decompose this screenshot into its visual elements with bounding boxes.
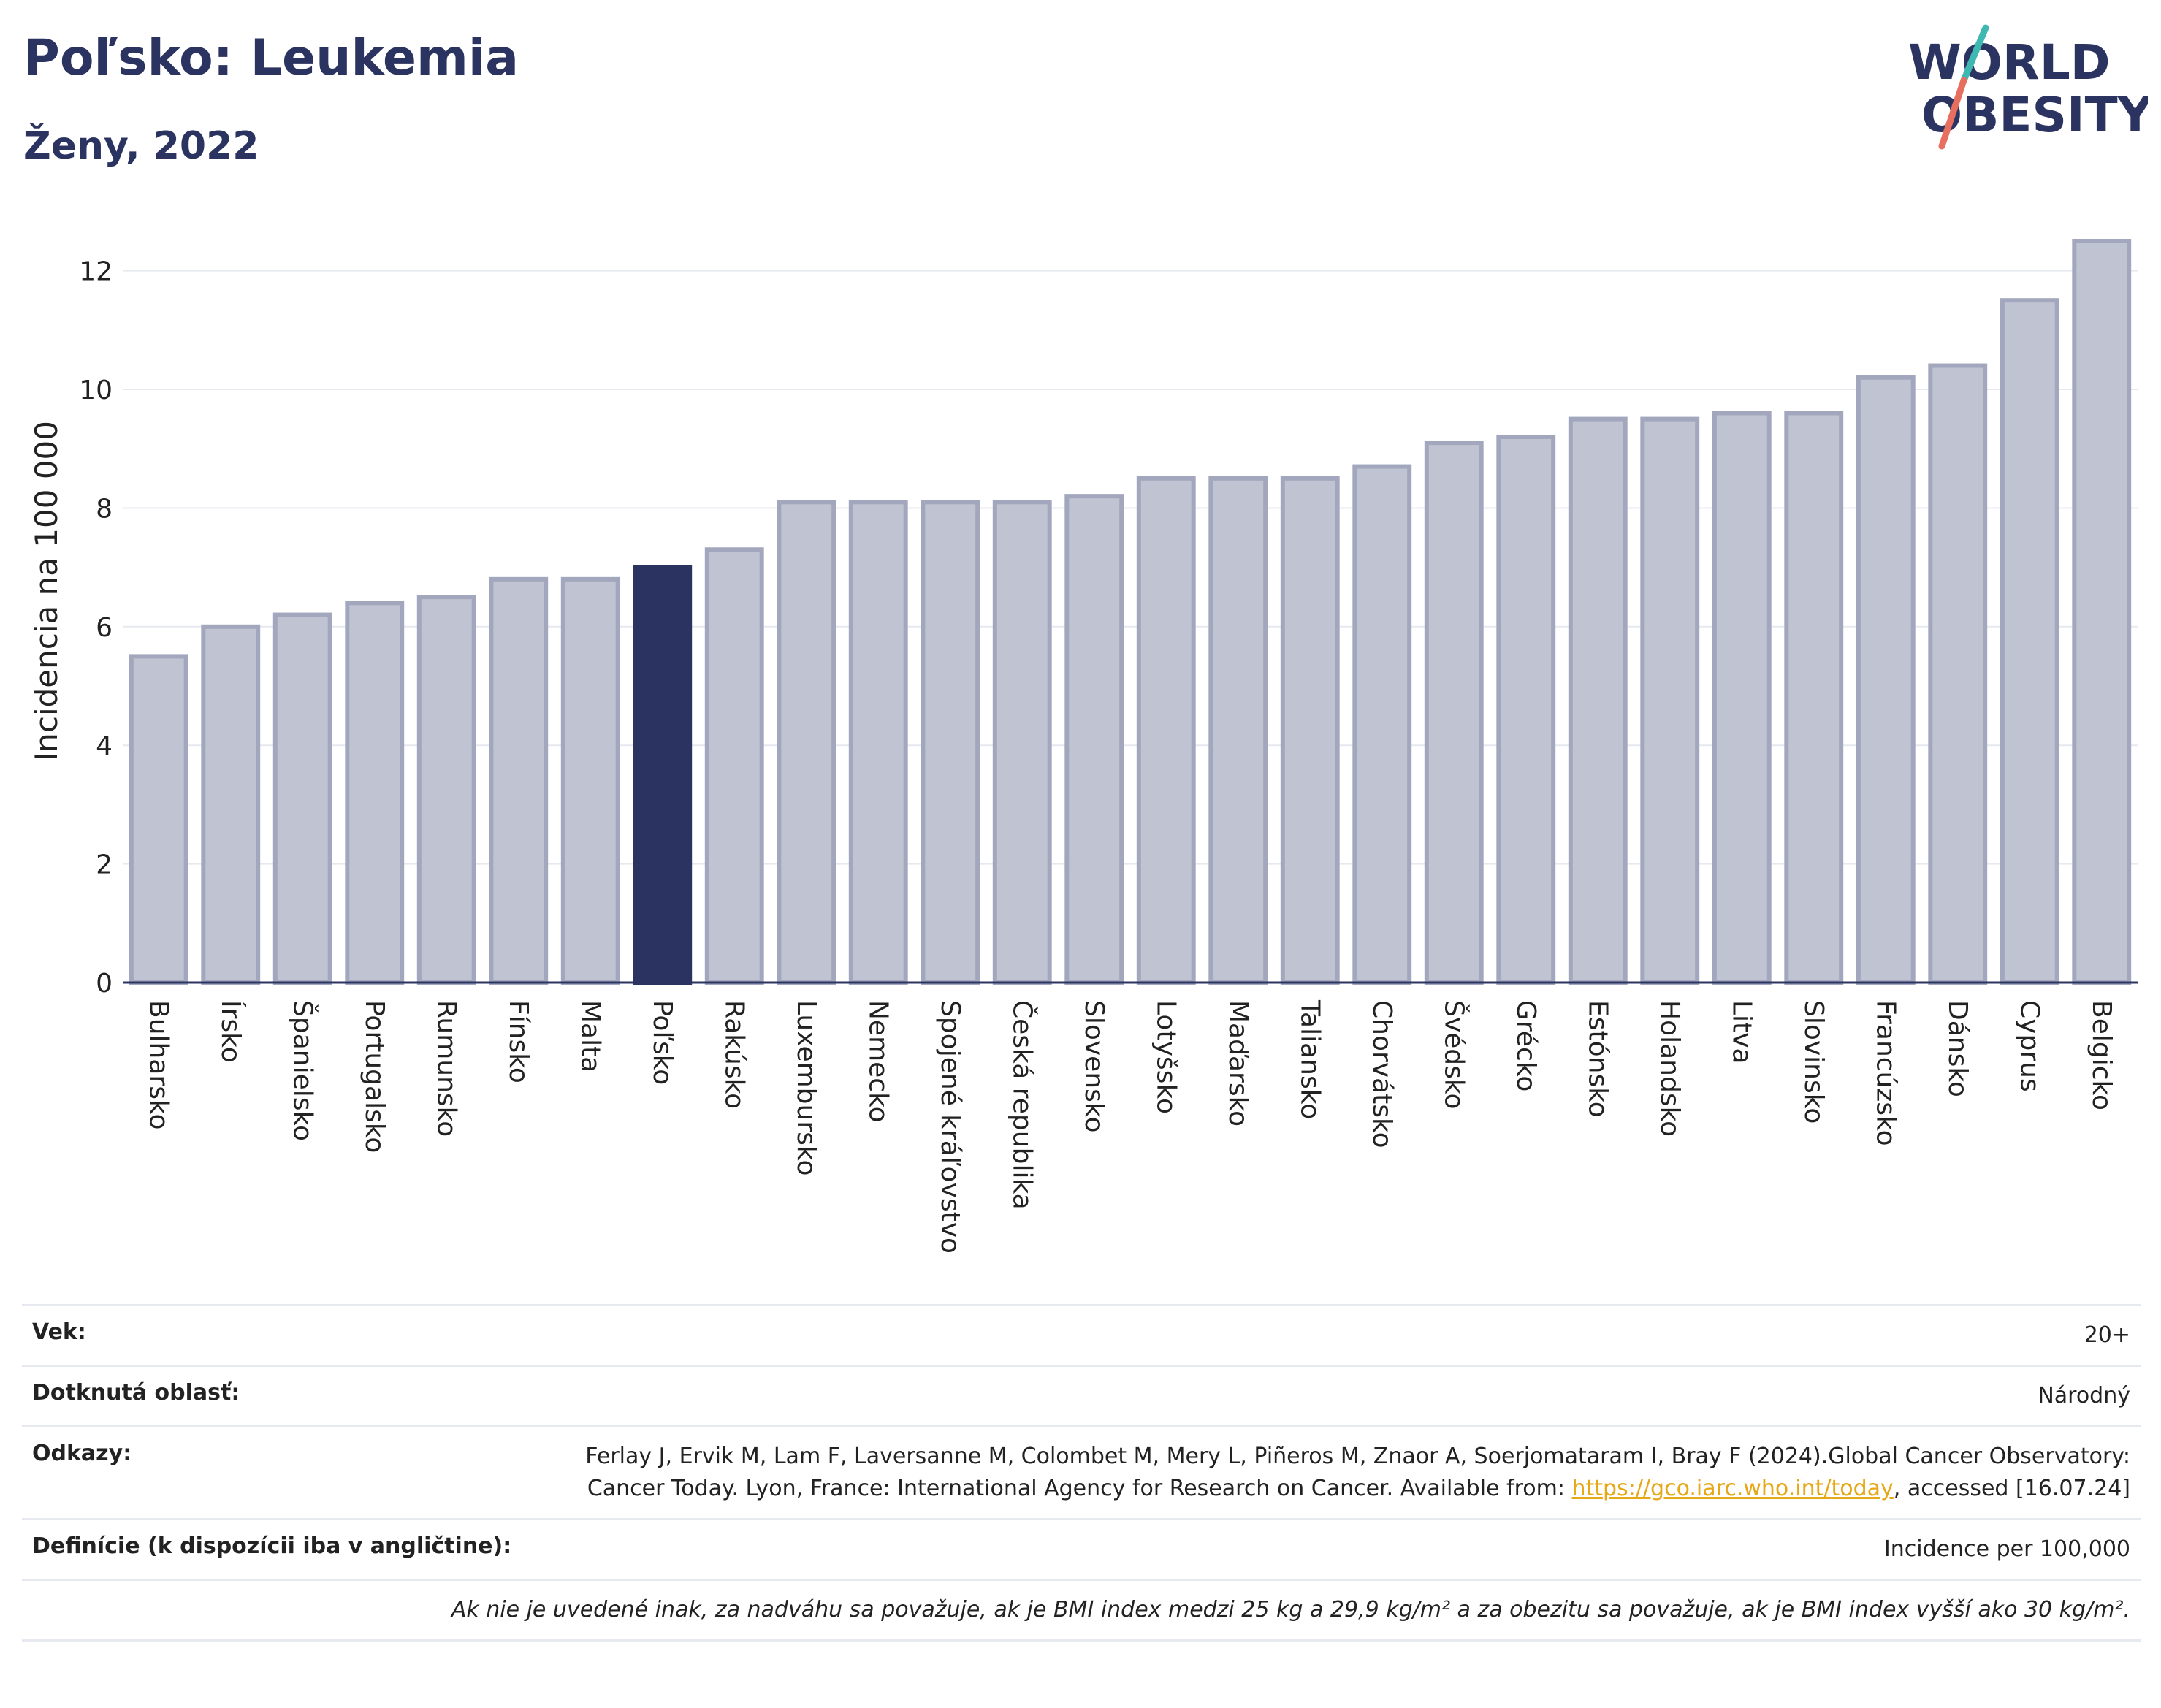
area-label: Dotknutá oblasť:: [22, 1365, 522, 1427]
x-tick-label: Litva: [1726, 1000, 1756, 1064]
chart-subtitle: Ženy, 2022: [23, 124, 259, 168]
bar-Litva: [1712, 411, 1772, 985]
bar-Luxembursko: [777, 500, 836, 985]
bar-Holandsko: [1640, 416, 1700, 985]
age-label: Vek:: [22, 1304, 522, 1367]
y-axis-label: Incidencia na 100 000: [28, 421, 64, 761]
info-table: Vek: 20+ Dotknutá oblasť: Národný Odkazy…: [22, 1304, 2141, 1642]
bar-Španielsko: [272, 612, 332, 985]
info-row-age: Vek: 20+: [22, 1304, 2141, 1367]
x-tick-label: Poľsko: [647, 1000, 677, 1085]
x-tick-label: Švédsko: [1438, 1000, 1469, 1110]
info-row-definitions: Definície (k dispozícii iba v angličtine…: [22, 1519, 2141, 1581]
refs-label: Odkazy:: [22, 1426, 522, 1520]
definitions-label: Definície (k dispozícii iba v angličtine…: [22, 1519, 522, 1581]
y-tick-label: 8: [96, 494, 113, 524]
bar-Spojené kráľovstvo: [921, 500, 980, 985]
bar-Estónsko: [1568, 416, 1628, 985]
y-tick-label: 10: [79, 375, 113, 405]
bar-Poľsko: [633, 565, 693, 985]
x-tick-label: Dánsko: [1943, 1000, 1973, 1097]
bar-Dánsko: [1928, 363, 1988, 985]
bar-Česká republika: [992, 500, 1052, 985]
refs-link[interactable]: https://gco.iarc.who.int/today: [1571, 1476, 1894, 1501]
bar-Taliansko: [1280, 476, 1340, 985]
definitions-value: Incidence per 100,000: [522, 1519, 2141, 1581]
x-tick-label: Cyprus: [2014, 1000, 2044, 1092]
x-tick-label: Spojené kráľovstvo: [935, 1000, 965, 1254]
x-tick-label: Luxembursko: [791, 1000, 821, 1175]
y-tick-label: 0: [96, 969, 113, 999]
x-tick-label: Nemecko: [863, 1000, 893, 1123]
x-tick-label: Rakúsko: [719, 1000, 749, 1109]
logo-line1: WORLD: [1908, 34, 2111, 91]
x-tick-label: Maďarsko: [1223, 1000, 1253, 1126]
y-tick-label: 12: [79, 257, 113, 287]
bar-Lotyšsko: [1136, 476, 1196, 985]
bar-Grécko: [1496, 434, 1556, 985]
x-tick-label: Írsko: [216, 1000, 246, 1063]
bar-Malta: [560, 576, 620, 985]
bar-Chorvátsko: [1352, 464, 1412, 985]
x-tick-label: Portugalsko: [359, 1000, 389, 1153]
refs-value: Ferlay J, Ervik M, Lam F, Laversanne M, …: [522, 1426, 2141, 1520]
bar-Cyprus: [2000, 298, 2059, 985]
refs-text-1: Ferlay J, Ervik M, Lam F, Laversanne M, …: [585, 1444, 2130, 1501]
bar-Slovinsko: [1784, 411, 1844, 985]
bar-Bulharsko: [129, 654, 188, 985]
bar-Nemecko: [848, 500, 908, 985]
x-tick-label: Rumunsko: [431, 1000, 461, 1137]
chart-title: Poľsko: Leukemia: [23, 29, 519, 87]
x-tick-label: Česká republika: [1007, 1000, 1037, 1210]
x-tick-label: Slovensko: [1079, 1000, 1109, 1133]
footnote: Ak nie je uvedené inak, za nadváhu sa po…: [22, 1579, 2141, 1642]
x-tick-label: Bulharsko: [143, 1000, 173, 1130]
x-tick-label: Belgicko: [2086, 1000, 2116, 1110]
x-tick-label: Španielsko: [287, 1000, 318, 1141]
x-tick-label: Fínsko: [503, 1000, 533, 1083]
bar-Slovensko: [1064, 494, 1124, 985]
y-tick-label: 2: [96, 850, 113, 880]
refs-text-2: , accessed [16.07.24]: [1893, 1476, 2130, 1501]
info-row-area: Dotknutá oblasť: Národný: [22, 1365, 2141, 1427]
x-tick-label: Malta: [575, 1000, 605, 1072]
bar-Maďarsko: [1208, 476, 1268, 985]
bar-Rumunsko: [416, 595, 476, 985]
x-tick-label: Francúzsko: [1870, 1000, 1900, 1146]
x-tick-label: Lotyšsko: [1151, 1000, 1181, 1114]
y-tick-label: 6: [96, 613, 113, 643]
y-tick-label: 4: [96, 731, 113, 761]
area-value: Národný: [522, 1365, 2141, 1427]
bar-Fínsko: [489, 576, 549, 985]
bar-Belgicko: [2072, 239, 2132, 985]
x-tick-label: Taliansko: [1295, 999, 1325, 1119]
bar-Portugalsko: [345, 601, 405, 985]
info-row-note: Ak nie je uvedené inak, za nadváhu sa po…: [22, 1579, 2141, 1642]
bar-chart: 0 2 4 6 8 10 12 Bulharsko Írsko Španielsko Portug…: [28, 239, 2138, 1254]
x-tick-label: Slovinsko: [1799, 1000, 1829, 1124]
bar-Írsko: [201, 624, 261, 985]
info-row-refs: Odkazy: Ferlay J, Ervik M, Lam F, Lavers…: [22, 1426, 2141, 1520]
x-tick-label: Estónsko: [1582, 1000, 1612, 1118]
x-tick-label: Holandsko: [1655, 1000, 1685, 1137]
bar-Rakúsko: [704, 547, 764, 985]
bar-Švédsko: [1424, 441, 1484, 985]
x-tick-label: Grécko: [1511, 1000, 1541, 1091]
x-tick-label: Chorvátsko: [1367, 1000, 1397, 1148]
world-obesity-logo: WORLD OBESITY: [1908, 24, 2148, 150]
bar-Francúzsko: [1856, 375, 1916, 985]
age-value: 20+: [522, 1304, 2141, 1367]
